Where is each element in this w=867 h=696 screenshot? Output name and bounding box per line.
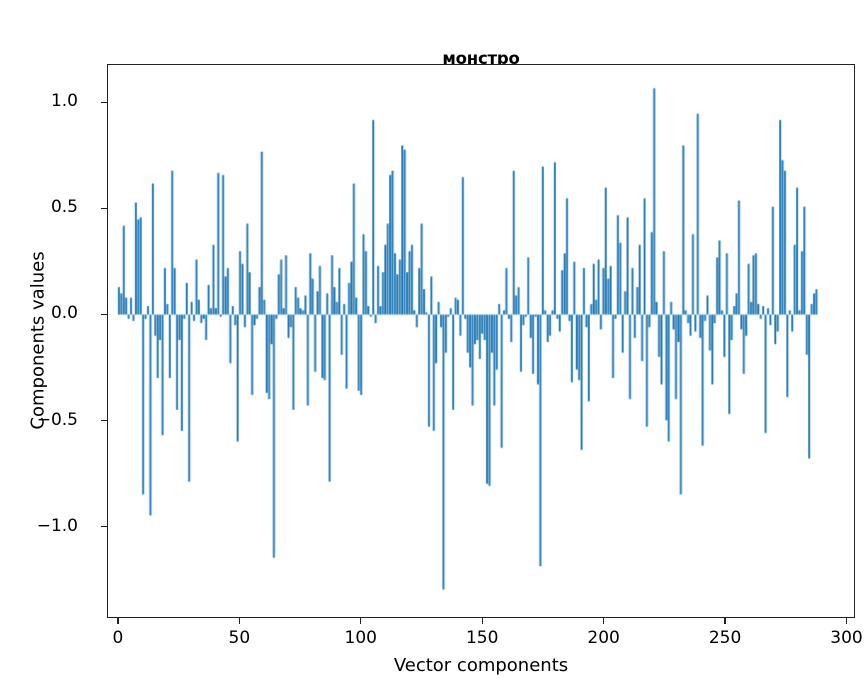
y-tick-label: −0.5	[36, 409, 78, 430]
x-axis-label: Vector components	[393, 655, 569, 676]
y-tick-label: 0.5	[50, 197, 78, 218]
y-axis-label: Components values	[27, 251, 49, 430]
x-tick-label: 150	[465, 628, 499, 648]
plot-area	[107, 64, 855, 618]
x-tick-label: 0	[112, 628, 124, 648]
x-tick-mark	[724, 618, 726, 624]
y-tick-mark	[101, 419, 107, 422]
y-tick-label: −1.0	[36, 515, 78, 536]
x-tick-label: 250	[708, 628, 742, 648]
x-tick-mark	[481, 618, 483, 624]
x-tick-mark	[117, 618, 119, 624]
x-tick-mark	[602, 618, 605, 624]
x-tick-label: 300	[830, 628, 863, 648]
y-tick-mark	[101, 101, 107, 103]
x-tick-label: 100	[344, 628, 377, 648]
y-tick-mark	[101, 207, 107, 210]
x-tick-label: 200	[587, 628, 620, 648]
y-tick-mark	[101, 526, 107, 528]
x-tick-mark	[238, 618, 241, 624]
x-tick-mark	[845, 618, 848, 624]
y-tick-label: 1.0	[50, 91, 78, 112]
chart-title-line-1: монстро	[442, 49, 520, 68]
bar-series-canvas	[108, 65, 854, 617]
y-tick-mark	[101, 313, 107, 316]
x-tick-label: 50	[228, 628, 251, 648]
x-tick-mark	[360, 618, 362, 624]
y-tick-label: 0.0	[50, 303, 78, 324]
